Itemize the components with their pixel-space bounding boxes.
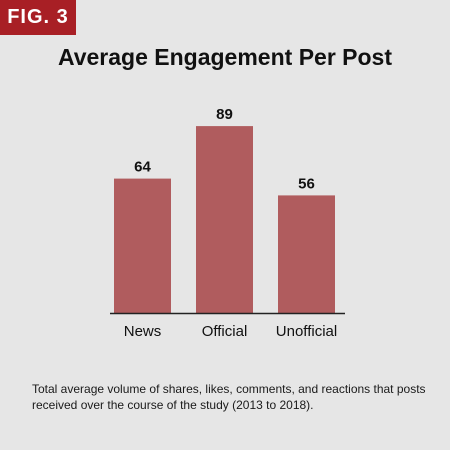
x-tick-label-official: Official xyxy=(202,323,248,340)
figure-label-badge: FIG. 3 xyxy=(0,0,76,35)
chart-title: Average Engagement Per Post xyxy=(57,44,393,70)
x-tick-label-unofficial: Unofficial xyxy=(276,323,337,340)
bar-unofficial xyxy=(278,195,335,313)
x-tick-label-news: News xyxy=(124,323,162,340)
bar-official xyxy=(196,126,253,313)
data-label-news: 64 xyxy=(134,159,151,176)
bar-news xyxy=(114,178,171,313)
data-label-official: 89 xyxy=(216,106,233,123)
figure-caption: Total average volume of shares, likes, c… xyxy=(32,382,426,412)
data-label-unofficial: 56 xyxy=(298,175,315,192)
